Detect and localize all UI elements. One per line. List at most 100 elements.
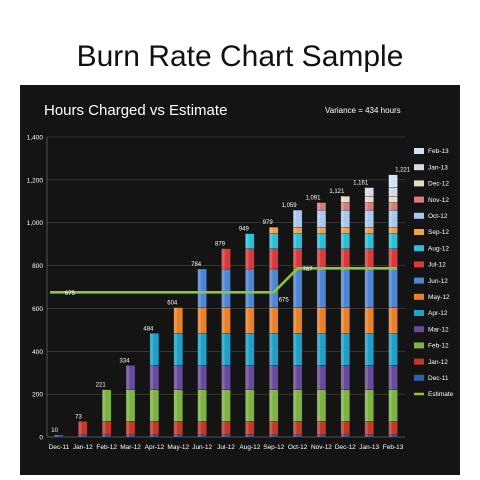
bar-highlight [269,333,273,366]
bar-highlight [78,421,82,435]
total-label: 73 [75,414,82,420]
total-label: 1,121 [329,189,345,195]
y-tick-label: 1,400 [27,135,44,142]
bar-highlight [269,248,273,269]
bar-highlight [173,389,177,422]
bar-highlight [364,389,368,422]
variance-annotation: Variance = 434 hours [325,106,401,115]
bar-highlight [269,365,273,390]
x-tick-label: Dec-11 [49,444,70,451]
bar-highlight [364,333,368,366]
legend-label: Jan-13 [428,164,448,171]
bar-highlight [126,365,130,390]
bar-highlight [78,434,82,437]
bar-highlight [316,210,321,228]
legend-label: Aug-12 [428,245,449,252]
bar-segment [245,233,255,249]
x-tick-label: Jan-13 [359,444,379,451]
x-tick-label: Dec-12 [335,444,356,451]
total-label: 1,059 [282,203,298,209]
bar-segment [269,227,279,234]
bar-highlight [245,389,249,422]
x-tick-label: Mar-12 [120,444,141,451]
x-tick-label: May-12 [167,444,189,451]
bar-segment [125,365,136,390]
bar-highlight [316,389,321,422]
bar-highlight [340,389,344,422]
bar-highlight [364,233,368,249]
legend-swatch [414,148,424,154]
bar-highlight [340,365,344,390]
total-label: 1,161 [353,181,369,187]
total-label: 334 [120,358,131,364]
bar-highlight [293,307,297,334]
x-tick-label: Feb-12 [96,444,117,451]
bar-highlight [293,210,297,228]
legend-label: May-12 [428,294,450,301]
x-tick-label: Jan-12 [73,444,93,451]
bar-highlight [364,421,368,435]
chart-title: Hours Charged vs Estimate [44,102,227,119]
legend-label: Sep-12 [428,229,449,236]
estimate-line [50,267,398,294]
bar-highlight [388,421,392,435]
page-title: Burn Rate Chart Sample [76,40,404,73]
legend-label: Feb-12 [428,343,449,350]
bar-highlight [293,269,297,308]
y-tick-label: 400 [32,349,43,356]
legend-swatch [414,229,424,235]
bar-highlight [316,421,321,435]
bar-segment [316,202,327,211]
bar-highlight [316,227,321,234]
bar-highlight [245,248,249,269]
bar-highlight [221,269,225,308]
bar-highlight [388,248,392,269]
total-label: 10 [51,428,58,434]
bar-highlight [126,421,130,435]
bar-highlight [269,233,273,249]
legend-label: Mar-12 [428,326,449,333]
bar-highlight [340,233,344,249]
bar-highlight [316,365,321,390]
bar-highlight [54,434,58,437]
estimate-label: 675 [65,291,76,297]
legend-swatch [414,293,424,300]
bar-highlight [269,434,273,437]
bar-highlight [388,333,392,366]
bar-highlight [364,227,368,234]
legend-label: Dec-11 [428,375,449,382]
legend-swatch [414,212,424,219]
bar-highlight [221,333,225,366]
bar-highlight [102,421,106,435]
bar-highlight [316,269,321,308]
legend-swatch [414,342,424,349]
total-label: 879 [215,242,226,248]
bar-highlight [388,202,392,211]
bar-highlight [293,227,297,234]
legend-label: Apr-12 [428,310,448,317]
y-tick-label: 200 [32,392,43,399]
y-tick-label: 1,000 [27,220,44,227]
bar-highlight [221,307,225,334]
legend-swatch [414,277,424,284]
bar-highlight [269,421,273,435]
bar-highlight [340,333,344,366]
burn-rate-chart: Hours Charged vs Estimate Variance = 434… [20,85,460,475]
bar-highlight [340,210,344,228]
bar-highlight [388,210,392,228]
bar-highlight [197,421,201,435]
bar-highlight [149,365,154,390]
bar-highlight [221,365,225,390]
bar-segment [221,248,231,270]
bar-highlight [293,389,297,422]
bar-highlight [340,434,344,437]
bar-highlight [197,389,201,422]
bar-highlight [126,434,130,437]
bar-series [54,174,398,438]
bar-segment [173,307,183,334]
estimate-label: 787 [303,267,314,273]
legend-label: Feb-13 [428,148,449,155]
bar-highlight [173,333,177,366]
legend-swatch [414,261,424,268]
bar-highlight [245,333,249,366]
